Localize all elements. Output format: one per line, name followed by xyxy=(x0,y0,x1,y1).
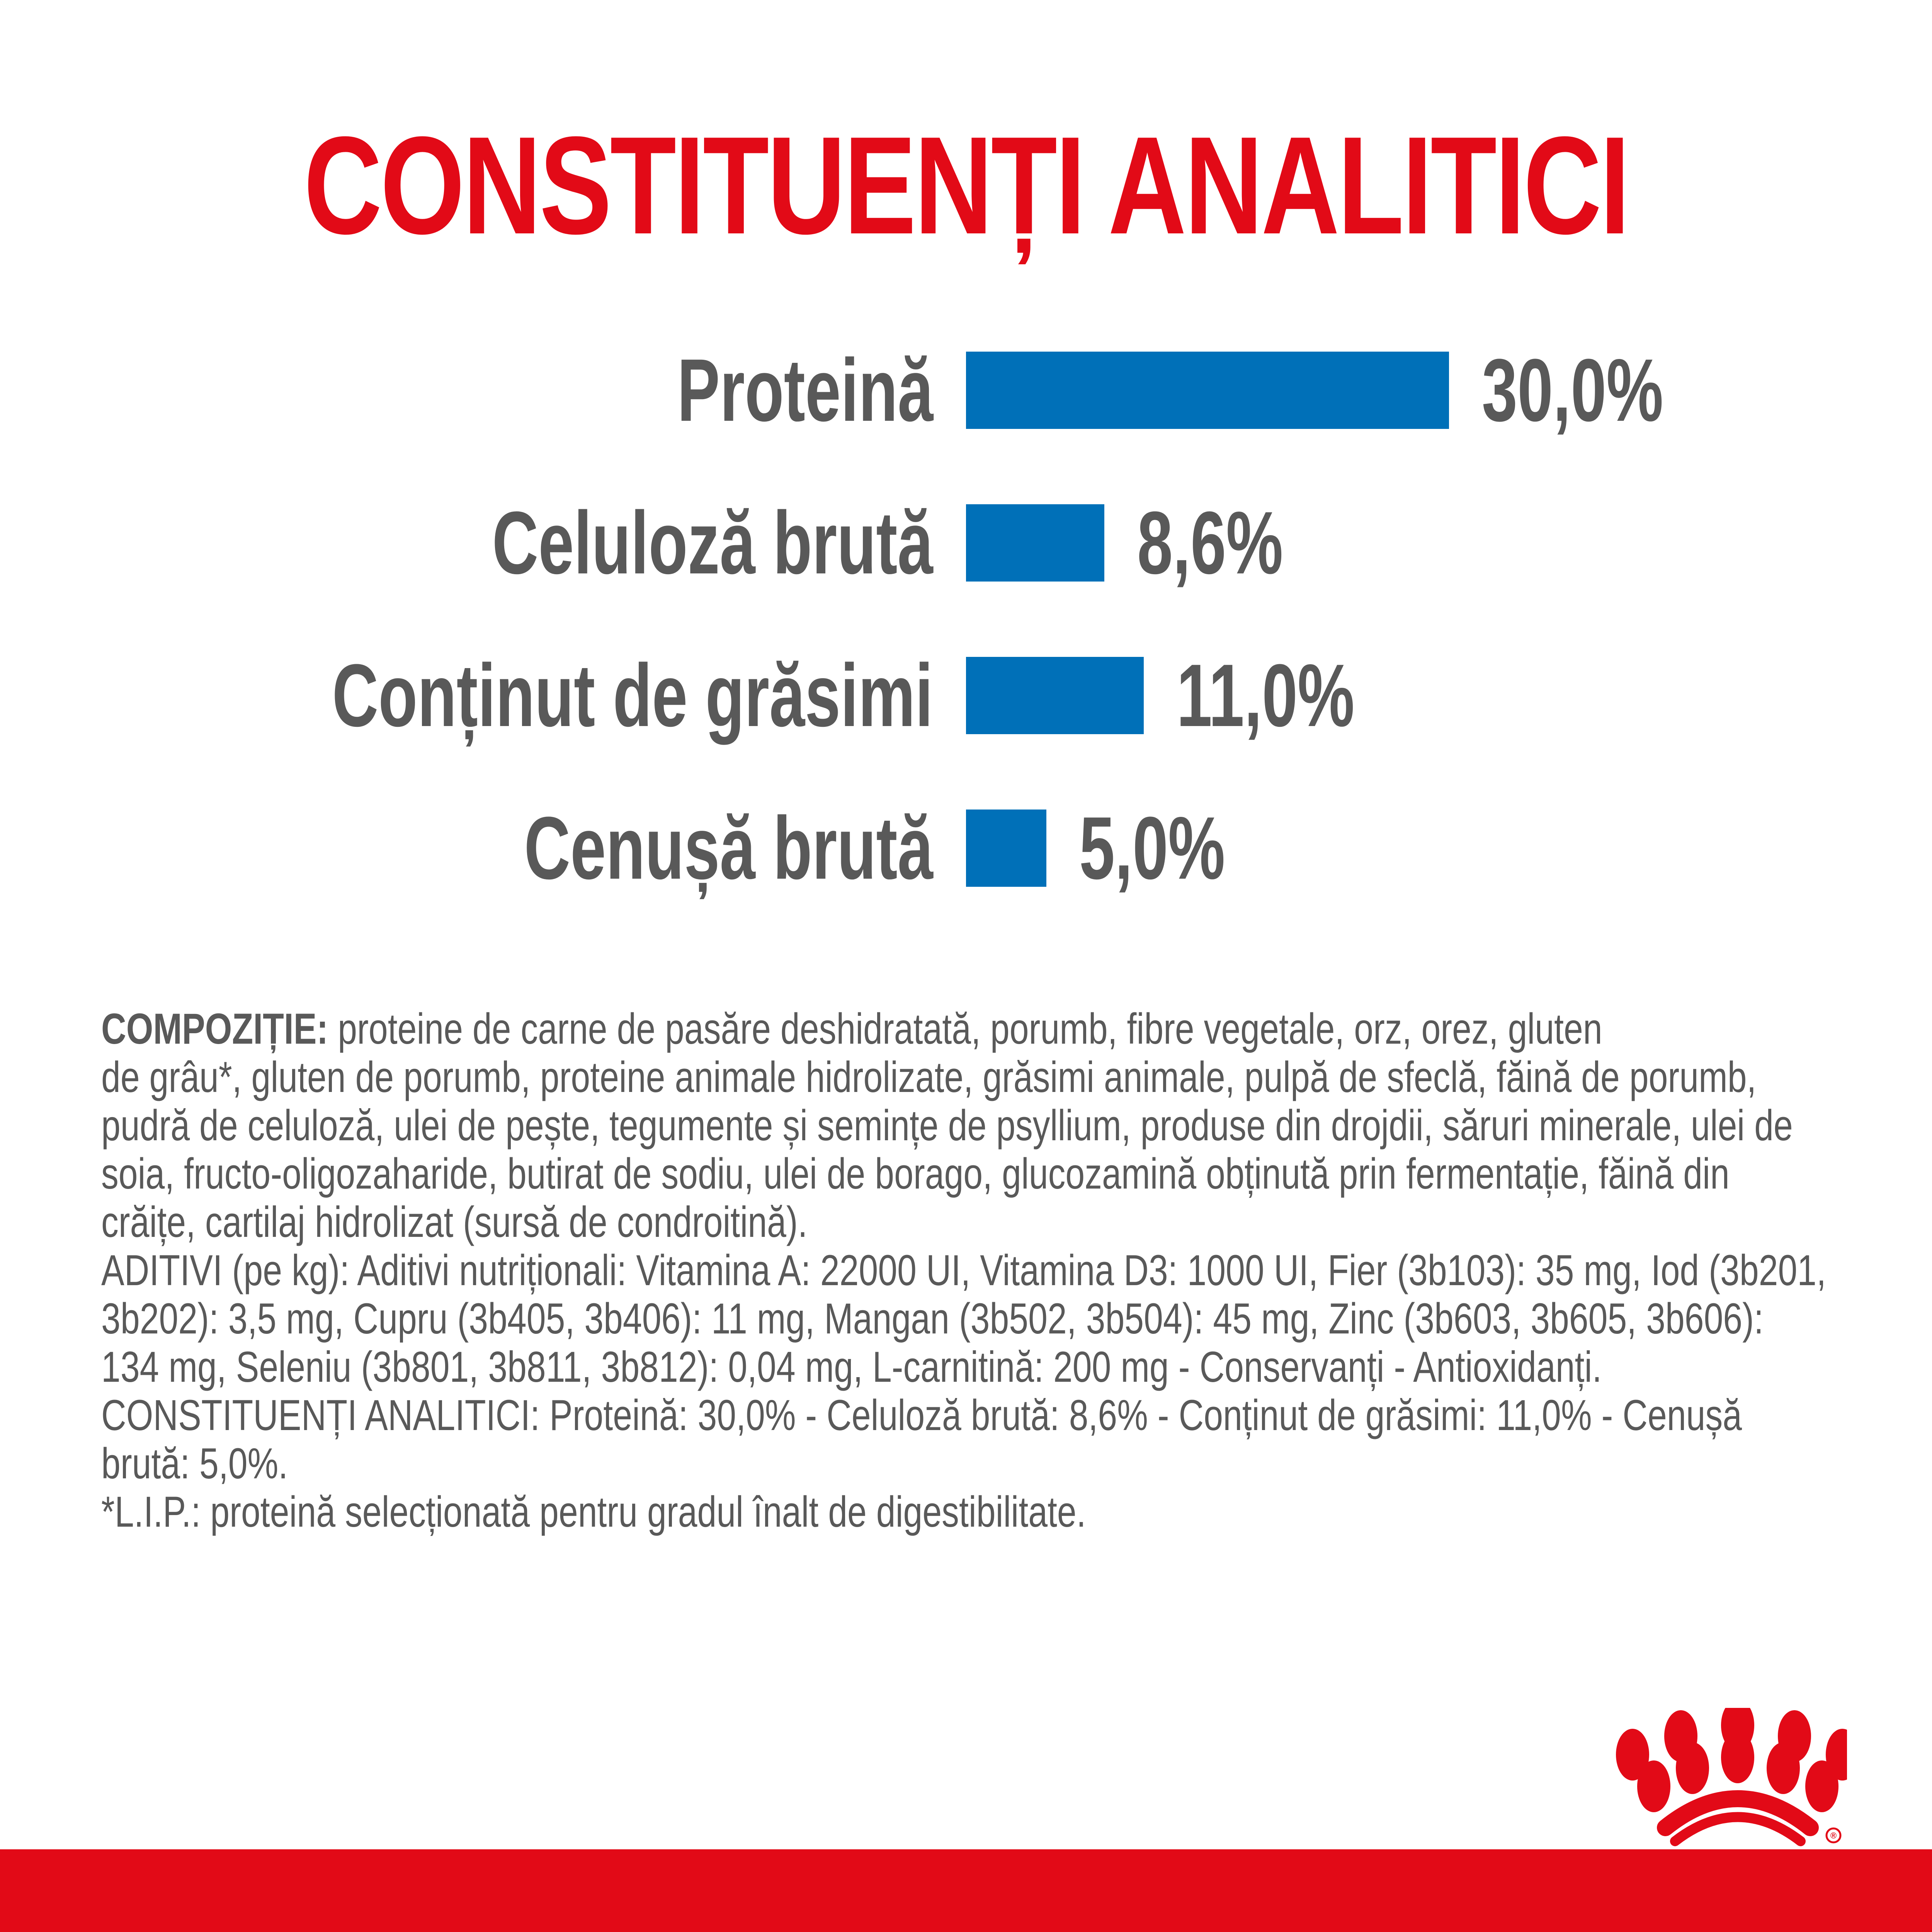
composition-line: pudră de celuloză, ulei de pește, tegume… xyxy=(101,1101,1793,1150)
row-label: Cenușă brută xyxy=(524,798,933,898)
composition-line: crăițe, cartilaj hidrolizat (sursă de co… xyxy=(101,1198,808,1246)
bar-fat xyxy=(966,657,1144,734)
composition-heading: COMPOZIȚIE: xyxy=(101,1005,328,1053)
row-value: 5,0% xyxy=(1079,798,1225,898)
crown-paw-logo-icon: ® xyxy=(1616,1708,1847,1846)
analytical-constituents-chart: Proteină 30,0% Celuloză brută 8,6% Conți… xyxy=(0,340,1932,898)
row-value: 30,0% xyxy=(1482,340,1663,440)
bar-fibre xyxy=(966,504,1104,582)
constituents-line: CONSTITUENȚI ANALITICI: Proteină: 30,0% … xyxy=(101,1391,1742,1439)
row-value: 11,0% xyxy=(1177,646,1355,745)
row-label: Conținut de grăsimi xyxy=(332,646,933,745)
composition-line: de grâu*, gluten de porumb, proteine ani… xyxy=(101,1053,1757,1101)
chart-row-fibre: Celuloză brută 8,6% xyxy=(0,493,1932,592)
chart-row-fat: Conținut de grăsimi 11,0% xyxy=(0,646,1932,745)
row-label: Celuloză brută xyxy=(492,493,933,592)
composition-text: COMPOZIȚIE: proteine de carne de pasăre … xyxy=(101,1005,1840,1536)
constituents-line: brută: 5,0%. xyxy=(101,1439,288,1488)
composition-line: COMPOZIȚIE: proteine de carne de pasăre … xyxy=(101,1005,1602,1053)
additives-line: 134 mg, Seleniu (3b801, 3b811, 3b812): 0… xyxy=(101,1343,1602,1391)
additives-line: ADITIVI (pe kg): Aditivi nutriționali: V… xyxy=(101,1246,1827,1294)
bar-protein xyxy=(966,352,1449,429)
chart-row-protein: Proteină 30,0% xyxy=(0,340,1932,440)
additives-line: 3b202): 3,5 mg, Cupru (3b405, 3b406): 11… xyxy=(101,1294,1764,1343)
svg-text:®: ® xyxy=(1830,1831,1837,1840)
row-value: 8,6% xyxy=(1137,493,1283,592)
page-title: CONSTITUENȚI ANALITICI xyxy=(304,108,1630,263)
footnote-line: *L.I.P.: proteină selecționată pentru gr… xyxy=(101,1488,1086,1536)
footer-red-bar xyxy=(0,1849,1932,1932)
chart-row-ash: Cenușă brută 5,0% xyxy=(0,798,1932,898)
composition-line: soia, fructo-oligozaharide, butirat de s… xyxy=(101,1150,1730,1198)
row-label: Proteină xyxy=(677,340,933,440)
bar-ash xyxy=(966,810,1046,887)
